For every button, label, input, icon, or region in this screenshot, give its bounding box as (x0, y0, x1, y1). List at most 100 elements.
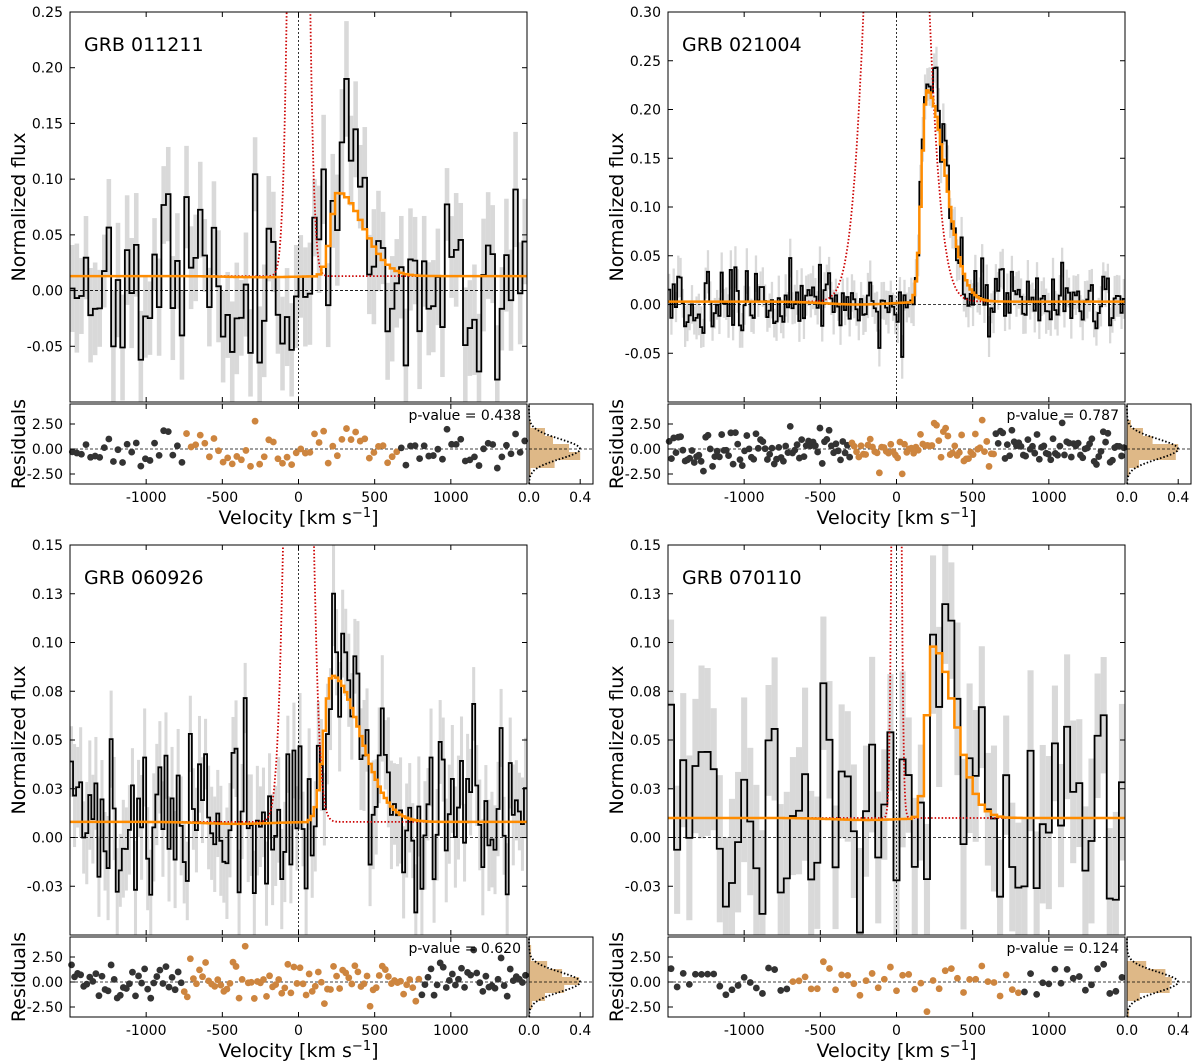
residual-point (1047, 456, 1055, 464)
residual-point (348, 980, 356, 988)
residual-point (283, 453, 291, 461)
y-tick-label: 0.08 (630, 684, 661, 700)
residual-point (862, 451, 870, 458)
residual-point (1040, 442, 1048, 450)
residual-point (937, 453, 945, 461)
residual-point (342, 969, 350, 977)
residual-point (734, 982, 742, 989)
residual-point (351, 962, 359, 970)
error-band-bin (1015, 822, 1022, 935)
x-axis-label-main: Velocity [km s (218, 1040, 351, 1062)
residual-point (497, 954, 505, 962)
residual-point (690, 459, 698, 466)
x-tick-label: 1000 (1031, 490, 1067, 506)
residual-point (1051, 965, 1059, 973)
error-band-bin (414, 864, 418, 935)
histogram-bar (1127, 977, 1172, 985)
residual-point (263, 992, 270, 1000)
residual-point (146, 457, 154, 464)
histogram-bar (529, 985, 565, 993)
error-band-bin (722, 836, 729, 935)
residual-point (129, 968, 136, 976)
x-axis-label-close: ] (371, 1040, 378, 1062)
residual-y-tick-label: 0.00 (32, 975, 63, 991)
residual-point (150, 979, 158, 987)
residual-point (89, 977, 97, 985)
residual-point (873, 449, 881, 457)
residual-point (420, 442, 428, 450)
histogram-x-tick-label: 0.0 (1116, 1023, 1138, 1039)
x-axis-label-sup: −1 (352, 506, 371, 521)
residual-point (418, 991, 426, 999)
x-tick-label: 0 (294, 490, 303, 506)
residual-point (498, 453, 506, 461)
residual-point (470, 946, 478, 954)
residual-point (1100, 960, 1108, 968)
histogram-axes-frame (1126, 936, 1192, 1018)
residual-point (135, 972, 142, 980)
residual-point (1118, 974, 1126, 981)
residual-point (317, 978, 325, 986)
residual-point (516, 448, 524, 456)
residual-y-tick-label: 0.00 (32, 442, 63, 458)
residual-point (173, 442, 181, 450)
residual-point (1106, 990, 1114, 997)
residual-point (215, 447, 222, 455)
residual-point (685, 981, 693, 988)
residual-point (738, 462, 746, 469)
residual-point (965, 455, 972, 463)
y-tick-label: 0.00 (32, 831, 63, 847)
x-axis-label-close: ] (969, 1040, 976, 1062)
residual-point (984, 978, 992, 986)
histogram-axes-frame (528, 403, 594, 485)
residual-point (725, 452, 732, 460)
residual-point (306, 448, 314, 456)
residual-point (327, 986, 334, 993)
residual-point (783, 985, 791, 993)
residual-point (976, 444, 984, 452)
residual-point (311, 982, 319, 990)
residual-point (247, 462, 254, 470)
residual-point (168, 973, 176, 981)
residual-point (141, 965, 149, 973)
residual-point (452, 981, 459, 989)
y-tick-label: 0.03 (630, 782, 661, 798)
histogram-bar (1127, 460, 1139, 468)
residual-point (336, 985, 344, 992)
residual-point (105, 435, 113, 443)
residual-point (761, 445, 769, 453)
model-fit-line (668, 645, 1125, 822)
residual-point (223, 985, 231, 993)
x-axis-label-main: Velocity [km s (218, 507, 351, 529)
residual-point (801, 973, 809, 981)
residual-point (393, 448, 401, 456)
residual-point (196, 966, 203, 974)
p-value-text: p-value = 0.787 (1006, 408, 1119, 424)
residual-point (162, 963, 170, 971)
histogram-x-tick-label: 0.4 (569, 490, 591, 506)
residual-point (503, 992, 511, 1000)
residual-point (192, 441, 200, 449)
residual-point (512, 430, 519, 438)
residual-point (832, 440, 840, 448)
residual-point (1097, 447, 1105, 455)
residual-point (128, 448, 136, 456)
residual-point (850, 442, 858, 450)
residual-point (1057, 979, 1065, 987)
p-value-text: p-value = 0.438 (408, 408, 521, 424)
residual-point (343, 425, 350, 432)
residual-point (958, 431, 966, 439)
histogram-bar (529, 420, 531, 428)
residual-point (752, 984, 760, 992)
y-tick-label: 0.00 (32, 284, 63, 300)
residual-point (199, 973, 206, 981)
x-tick-label: 1000 (1031, 1023, 1067, 1039)
residual-point (96, 453, 104, 461)
residual-point (969, 451, 977, 459)
residual-point (519, 979, 526, 986)
residual-point (406, 976, 414, 983)
residual-point (944, 432, 952, 440)
residual-point (226, 979, 234, 987)
residual-point (791, 446, 799, 454)
